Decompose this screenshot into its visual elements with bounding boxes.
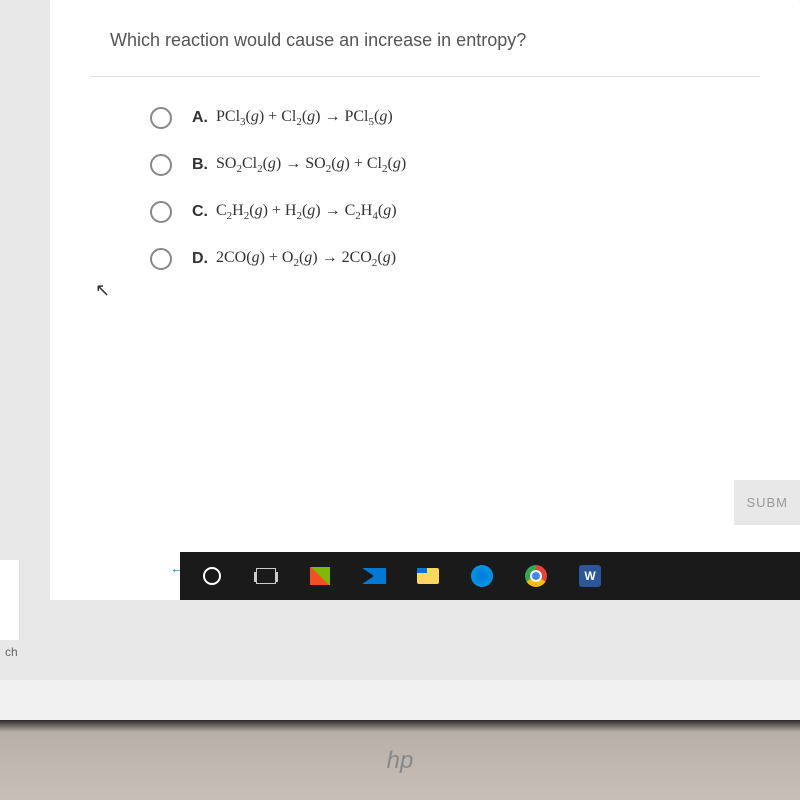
screen-area: Which reaction would cause an increase i… xyxy=(0,0,800,680)
edge-icon[interactable] xyxy=(470,564,494,588)
chrome-icon[interactable] xyxy=(524,564,548,588)
taskview-icon[interactable] xyxy=(254,564,278,588)
radio-icon[interactable] xyxy=(150,201,172,223)
explorer-icon[interactable] xyxy=(416,564,440,588)
windows-taskbar: W xyxy=(180,552,800,600)
cortana-icon[interactable] xyxy=(200,564,224,588)
sidebar-edge xyxy=(0,560,20,640)
option-a[interactable]: A. PCl3(g) + Cl2(g) → PCl5(g) xyxy=(150,107,760,129)
radio-icon[interactable] xyxy=(150,248,172,270)
option-b[interactable]: B. SO2Cl2(g) → SO2(g) + Cl2(g) xyxy=(150,154,760,176)
options-container: A. PCl3(g) + Cl2(g) → PCl5(g) B. SO2Cl2(… xyxy=(90,107,760,270)
cursor-icon: ↖ xyxy=(95,280,110,301)
hp-logo: hp xyxy=(387,747,414,775)
store-icon[interactable] xyxy=(308,564,332,588)
option-d[interactable]: D. 2CO(g) + O2(g) → 2CO2(g) xyxy=(150,248,760,270)
question-text: Which reaction would cause an increase i… xyxy=(90,20,760,77)
option-formula: PCl3(g) + Cl2(g) → PCl5(g) xyxy=(216,108,393,128)
option-label: D. xyxy=(192,250,208,268)
option-formula: SO2Cl2(g) → SO2(g) + Cl2(g) xyxy=(216,155,406,175)
option-label: C. xyxy=(192,203,208,221)
submit-button[interactable]: SUBM xyxy=(734,480,800,525)
mail-icon[interactable] xyxy=(362,564,386,588)
radio-icon[interactable] xyxy=(150,107,172,129)
sidebar-partial-text: ch xyxy=(0,640,23,664)
option-formula: 2CO(g) + O2(g) → 2CO2(g) xyxy=(216,249,396,269)
option-label: A. xyxy=(192,109,208,127)
option-label: B. xyxy=(192,156,208,174)
option-c[interactable]: C. C2H2(g) + H2(g) → C2H4(g) xyxy=(150,201,760,223)
word-icon[interactable]: W xyxy=(578,564,602,588)
quiz-content: Which reaction would cause an increase i… xyxy=(50,0,800,600)
laptop-bezel: hp xyxy=(0,720,800,800)
radio-icon[interactable] xyxy=(150,154,172,176)
option-formula: C2H2(g) + H2(g) → C2H4(g) xyxy=(216,202,397,222)
